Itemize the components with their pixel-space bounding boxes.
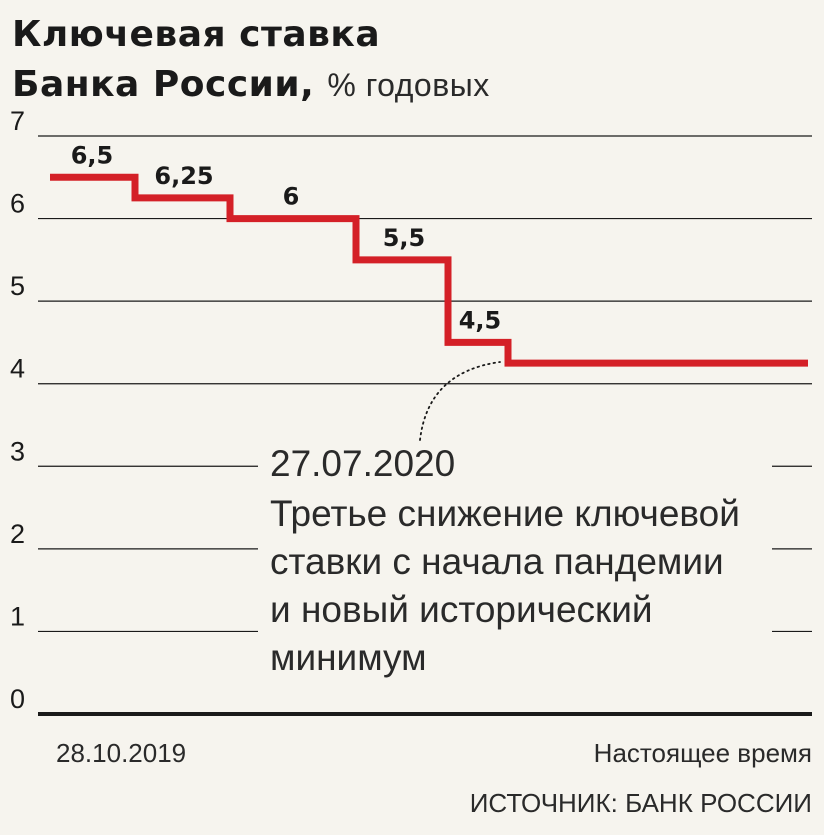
y-tick-label: 0 bbox=[10, 684, 25, 714]
y-tick-label: 7 bbox=[10, 106, 25, 136]
title-line-1: Ключевая ставка bbox=[12, 14, 381, 55]
y-tick-label: 1 bbox=[10, 601, 25, 631]
data-label: 4,5 bbox=[459, 306, 502, 334]
x-end-label: Настоящее время bbox=[594, 738, 812, 768]
annotation-line: и новый исторический bbox=[270, 589, 653, 630]
y-tick-label: 2 bbox=[10, 519, 25, 549]
rate-step-line bbox=[50, 173, 808, 367]
y-tick-label: 4 bbox=[10, 354, 25, 384]
data-label: 5,5 bbox=[383, 224, 426, 252]
chart-title: Ключевая ставка Банка России, % годовых bbox=[12, 10, 812, 110]
annotation-leader bbox=[419, 361, 501, 441]
y-tick-label: 5 bbox=[10, 271, 25, 301]
annotation-line: минимум bbox=[270, 637, 427, 678]
data-label: 6 bbox=[283, 183, 300, 211]
y-tick-label: 6 bbox=[10, 189, 25, 219]
annotation-line: ставки с начала пандемии bbox=[270, 541, 724, 582]
title-line-2-text: Банка России, bbox=[12, 64, 315, 105]
source-note: ИСТОЧНИК: БАНК РОССИИ bbox=[470, 788, 812, 818]
data-label: 6,5 bbox=[71, 141, 114, 169]
data-label: 6,25 bbox=[154, 162, 213, 190]
title-line-2: Банка России, % годовых bbox=[12, 60, 812, 110]
annotation-date: 27.07.2020 bbox=[270, 443, 455, 484]
x-start-label: 28.10.2019 bbox=[56, 738, 186, 768]
y-tick-label: 3 bbox=[10, 436, 25, 466]
annotation-line: Третье снижение ключевой bbox=[270, 493, 740, 534]
title-unit: % годовых bbox=[327, 67, 490, 103]
